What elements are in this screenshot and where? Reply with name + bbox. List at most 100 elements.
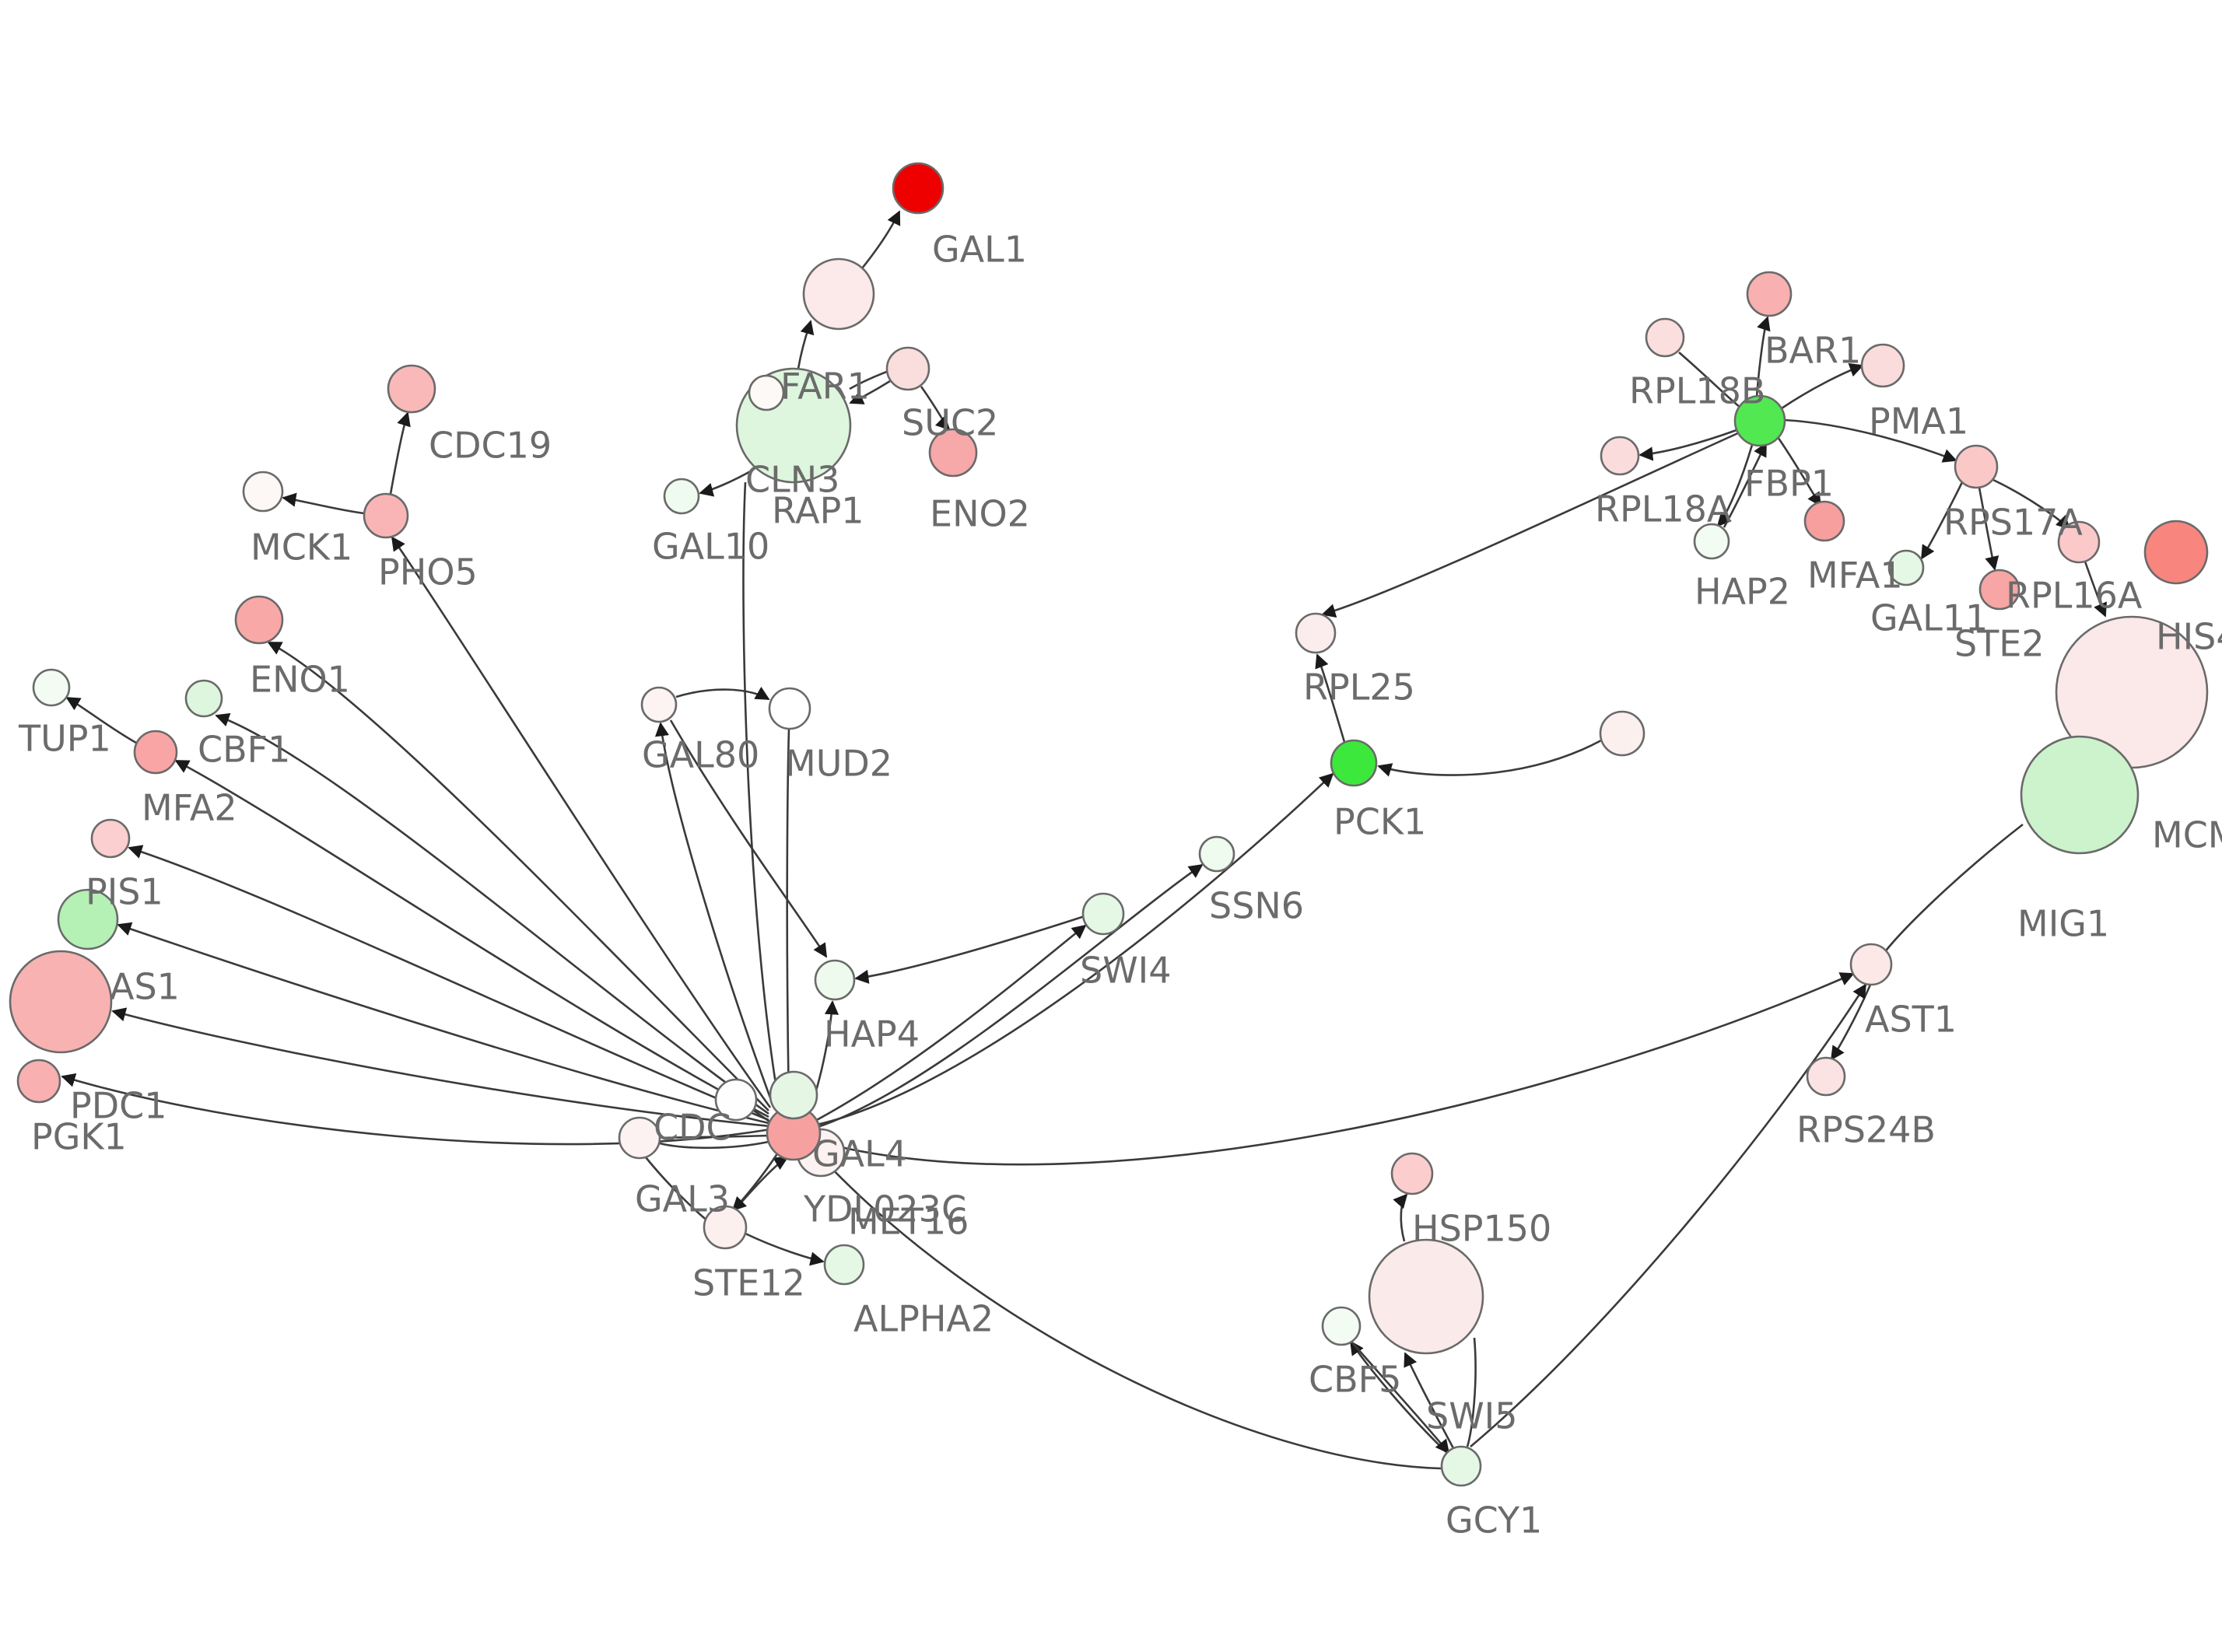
node-pgk1[interactable]	[16, 1059, 61, 1104]
node-rpl16a[interactable]	[2057, 520, 2101, 564]
edge-GAL3-to-GAL4	[659, 1140, 769, 1150]
edge-SUC2-to-ENO2	[920, 386, 951, 431]
node-hap2[interactable]	[1693, 523, 1730, 560]
node-pho5[interactable]	[363, 492, 409, 539]
edge-UNK1-to-PCK1	[1377, 739, 1602, 777]
node-w1[interactable]	[714, 1078, 758, 1122]
node-label-pis1: PIS1	[86, 870, 163, 912]
edge-GCY1-to-CBF5	[1349, 1340, 1448, 1454]
node-label-cdc19: CDC19	[429, 424, 552, 466]
node-label-mud2: MUD2	[785, 742, 892, 784]
node-label-swi5: SWI5	[1426, 1395, 1518, 1437]
node-gal10[interactable]	[663, 478, 700, 515]
node-cln3i[interactable]	[748, 374, 785, 411]
node-mud2[interactable]	[768, 687, 811, 730]
node-ssn6[interactable]	[1198, 835, 1235, 873]
edge-GAL4-to-CBF1	[215, 712, 769, 1115]
node-mfa2[interactable]	[133, 730, 178, 775]
edge-FBP1-to-HAP2	[1716, 444, 1754, 527]
node-fbp1[interactable]	[1733, 394, 1786, 447]
node-label-pdc1: PDC1	[70, 1084, 167, 1126]
node-cdc19[interactable]	[387, 364, 436, 414]
edge-GAL4-to-PGK1	[61, 1073, 771, 1146]
edge-SWI5-to-HSP150	[1393, 1193, 1408, 1242]
node-cbf1[interactable]	[184, 679, 223, 718]
edge-GAL4-to-MUD2	[786, 729, 790, 1107]
edge-GAL4-to-SWI4	[813, 924, 1087, 1123]
node-pdc1[interactable]	[9, 950, 113, 1054]
node-label-mck1: MCK1	[251, 526, 352, 568]
node-label-rps17a: RPS17A	[1943, 501, 2083, 543]
node-swi4[interactable]	[1081, 892, 1125, 936]
edge-GAL4-to-PIS1	[128, 845, 769, 1122]
node-gal1[interactable]	[892, 162, 945, 215]
node-label-as1: AS1	[110, 965, 180, 1007]
node-hsp150[interactable]	[1390, 1152, 1434, 1195]
node-label-pho5: PHO5	[378, 551, 478, 593]
node-far1[interactable]	[802, 257, 875, 331]
node-label-ydl023c: YDL023C	[803, 1188, 966, 1230]
edge-GAL4-to-PCK1	[816, 772, 1334, 1126]
node-rpl18b[interactable]	[1645, 317, 1685, 358]
node-ste2[interactable]	[1978, 569, 2020, 611]
node-rps17a[interactable]	[1954, 444, 1999, 489]
node-pck1[interactable]	[1330, 739, 1378, 787]
node-ast1[interactable]	[1849, 943, 1893, 986]
node-label-far1: FAR1	[780, 365, 870, 407]
edge-GAL4-to-PDC1	[111, 1007, 771, 1128]
edge-GAL4-to-AST1	[818, 972, 1855, 1166]
edge-GAL4-to-SSN6	[815, 863, 1204, 1129]
node-label-mig1: MIG1	[2017, 902, 2109, 944]
node-gcy1[interactable]	[1440, 1445, 1482, 1487]
node-rpl18a[interactable]	[1600, 436, 1640, 476]
node-suc2[interactable]	[885, 346, 931, 391]
node-eno1[interactable]	[234, 595, 284, 645]
node-eno2[interactable]	[928, 428, 978, 478]
edges-layer	[61, 210, 2107, 1470]
node-label-pgk1: PGK1	[31, 1115, 127, 1157]
node-label-hap2: HAP2	[1695, 570, 1790, 612]
node-mck1[interactable]	[242, 471, 284, 513]
node-label-rap1: RAP1	[772, 489, 864, 531]
node-his4[interactable]	[2143, 520, 2209, 585]
node-mfa1[interactable]	[1803, 500, 1845, 542]
node-pma1[interactable]	[1860, 343, 1905, 388]
edge-CLN3-to-FAR1	[797, 320, 815, 369]
node-ste12[interactable]	[703, 1205, 748, 1250]
node-as1[interactable]	[57, 888, 119, 950]
node-label-cln3: CLN3	[745, 458, 839, 500]
node-cbf5[interactable]	[1321, 1306, 1362, 1346]
node-label-gal3: GAL3	[635, 1178, 730, 1220]
node-label-rps24b: RPS24B	[1796, 1108, 1936, 1150]
node-label-ast1: AST1	[1865, 998, 1957, 1040]
edge-STE12-to-ALPHA2	[745, 1232, 825, 1266]
edge-GAL4-to-GCY1	[815, 1150, 1442, 1470]
node-alpha2[interactable]	[823, 1244, 865, 1286]
node-hap4[interactable]	[814, 959, 856, 1001]
edge-GAL80-to-HAP4	[669, 719, 828, 958]
node-label-cbf1: CBF1	[198, 728, 290, 770]
node-label-ste2: STE2	[1954, 622, 2045, 664]
edge-FBP1-to-PMA1	[1781, 363, 1864, 410]
node-gal4g[interactable]	[769, 1070, 818, 1120]
node-rpl25[interactable]	[1295, 612, 1337, 654]
node-gal3[interactable]	[618, 1116, 661, 1160]
node-gal80[interactable]	[640, 686, 678, 723]
edge-FBP1-to-RPL18A	[1638, 429, 1737, 461]
edge-PHO5-to-CDC19	[389, 411, 411, 495]
node-gal11[interactable]	[1887, 549, 1925, 586]
node-rps24b[interactable]	[1806, 1056, 1846, 1097]
node-unk1[interactable]	[1599, 710, 1645, 757]
edge-GAL4-to-AS1	[117, 922, 769, 1125]
node-mig1[interactable]	[2020, 735, 2140, 855]
node-bar1[interactable]	[1746, 271, 1793, 317]
node-label-gal80: GAL80	[642, 733, 759, 775]
node-swi5[interactable]	[1368, 1238, 1484, 1355]
node-label-swi4: SWI4	[1080, 949, 1172, 991]
node-pis1[interactable]	[90, 818, 131, 859]
edge-RPS17A-to-GAL11	[1920, 481, 1964, 560]
node-tup1[interactable]	[32, 668, 71, 707]
node-label-fbp1: FBP1	[1744, 462, 1834, 504]
